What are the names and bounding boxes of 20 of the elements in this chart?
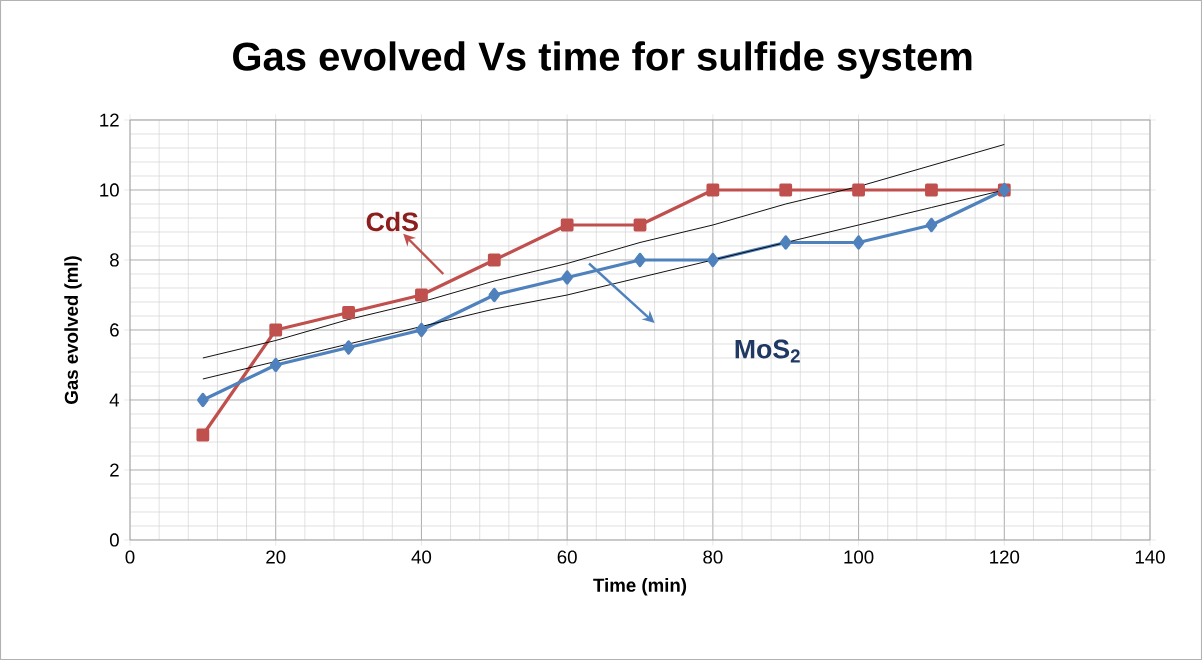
y-tick-label: 4 bbox=[109, 393, 120, 407]
x-axis-title: Time (min) bbox=[593, 578, 687, 596]
x-tick-label: 140 bbox=[1135, 550, 1165, 564]
x-tick-label: 80 bbox=[703, 550, 723, 564]
x-tick-label: 40 bbox=[411, 550, 432, 564]
y-tick-label: 2 bbox=[110, 463, 119, 477]
x-tick-label: 100 bbox=[844, 550, 874, 564]
x-tick-label: 20 bbox=[266, 550, 286, 564]
text: CdS bbox=[366, 211, 418, 232]
y-tick-label: 6 bbox=[110, 323, 119, 337]
y-tick-label: 10 bbox=[100, 183, 119, 197]
x-tick-label: 120 bbox=[990, 550, 1020, 564]
x-tick-label: 0 bbox=[125, 550, 135, 564]
y-tick-label: 8 bbox=[110, 253, 119, 267]
x-tick-label: 60 bbox=[557, 550, 577, 564]
chart-title: Gas evolved Vs time for sulfide system bbox=[233, 41, 972, 79]
y-tick-label: 0 bbox=[109, 533, 119, 547]
y-axis-title: Gas evolved (ml) bbox=[64, 256, 82, 404]
text: MoS$_{2}$ bbox=[735, 339, 800, 363]
y-tick-label: 12 bbox=[100, 113, 119, 127]
